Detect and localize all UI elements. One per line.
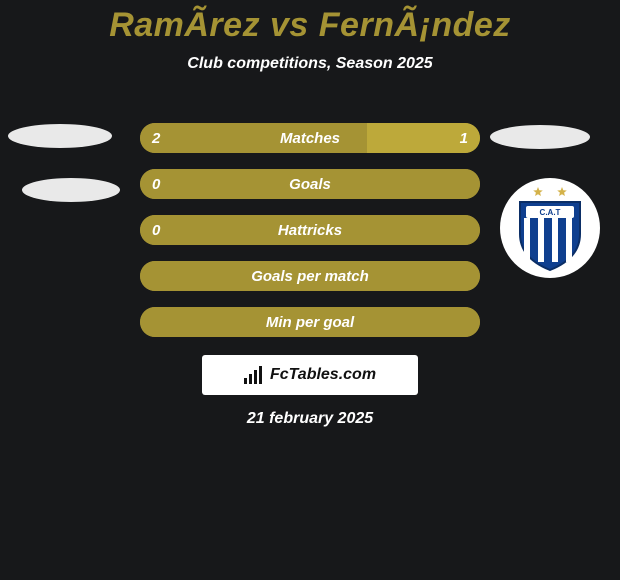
source-logo-text: FcTables.com bbox=[270, 366, 376, 384]
stat-row: Goals per match bbox=[140, 261, 480, 291]
player-left-photo-placeholder-2 bbox=[22, 178, 120, 202]
comparison-bars: 21Matches0Goals0HattricksGoals per match… bbox=[140, 123, 480, 353]
stat-row: 21Matches bbox=[140, 123, 480, 153]
stat-value-left: 0 bbox=[140, 215, 172, 245]
stat-value-right: 1 bbox=[448, 123, 480, 153]
stat-bar-left bbox=[140, 261, 480, 291]
stat-row: 0Goals bbox=[140, 169, 480, 199]
stat-row: Min per goal bbox=[140, 307, 480, 337]
page-subtitle: Club competitions, Season 2025 bbox=[0, 55, 620, 73]
stat-bar-left bbox=[140, 307, 480, 337]
svg-text:C.A.T: C.A.T bbox=[540, 208, 561, 217]
stat-row: 0Hattricks bbox=[140, 215, 480, 245]
stat-bar-left bbox=[140, 215, 480, 245]
player-right-photo-placeholder bbox=[490, 125, 590, 149]
shield-icon: C.A.T bbox=[514, 184, 586, 272]
bar-chart-icon bbox=[244, 366, 264, 384]
stat-bar-left bbox=[140, 169, 480, 199]
stat-value-left: 2 bbox=[140, 123, 172, 153]
page-title: RamÃ­rez vs FernÃ¡ndez bbox=[0, 0, 620, 45]
club-crest: C.A.T bbox=[500, 178, 600, 278]
date-text: 21 february 2025 bbox=[0, 410, 620, 428]
source-logo: FcTables.com bbox=[202, 355, 418, 395]
player-left-photo-placeholder-1 bbox=[8, 124, 112, 148]
stat-bar-left bbox=[140, 123, 367, 153]
stat-value-left: 0 bbox=[140, 169, 172, 199]
